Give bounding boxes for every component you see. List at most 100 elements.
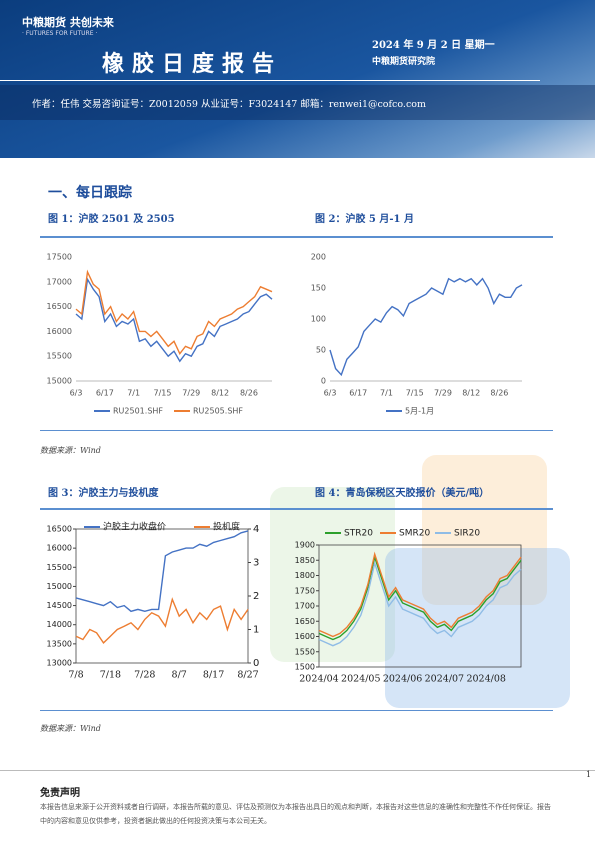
x-tick-label: 6/17: [96, 389, 114, 398]
x-tick-label: 8/26: [240, 389, 258, 398]
legend-label: 5月-1月: [405, 407, 434, 416]
series-line: [75, 269, 273, 356]
y-tick-label: 13000: [47, 659, 72, 668]
y-tick-label: 15500: [47, 563, 72, 572]
y2-tick-label: 3: [253, 558, 259, 569]
author: 作者：任伟 交易咨询证号：Z0012059 从业证号：F3024147 邮箱：r…: [32, 99, 426, 110]
deco-box: [422, 455, 547, 605]
x-tick-label: 7/8: [68, 670, 83, 681]
y-tick-label: 1900: [295, 541, 315, 550]
y2-tick-label: 4: [253, 524, 259, 535]
y-tick-label: 1550: [295, 647, 315, 656]
y-tick-label: 100: [311, 315, 326, 324]
series-line: [75, 277, 273, 363]
report-date: 2024 年 9 月 2 日 星期一: [372, 40, 495, 51]
x-tick-label: 2024/04: [299, 674, 338, 685]
y-tick-label: 14000: [47, 620, 72, 629]
deco-box: [270, 487, 395, 662]
y-tick-label: 1500: [295, 663, 315, 672]
rule: [40, 508, 553, 510]
figure-title: 图 1：沪胶 2501 及 2505: [48, 214, 175, 225]
x-tick-label: 7/18: [100, 670, 121, 681]
y-tick-label: 1600: [295, 632, 315, 641]
plot-frame: [318, 544, 522, 668]
x-tick-label: 6/3: [70, 389, 83, 398]
deco-box: [385, 548, 570, 708]
source: 数据来源：Wind: [40, 446, 101, 455]
chart: 15000 15500 16000 16500 17000 17500 6/3 6/17 7/1…: [47, 253, 273, 416]
brand: 中粮期货 共创未来: [22, 16, 114, 29]
y-tick-label: 1750: [295, 586, 315, 595]
footer-rule: [0, 770, 595, 771]
rule: [40, 236, 553, 238]
x-tick-label: 7/1: [127, 389, 140, 398]
series-line: [318, 554, 522, 641]
header-shade: [0, 85, 595, 120]
legend-label: SMR20: [399, 529, 430, 539]
x-tick-label: 7/15: [406, 389, 424, 398]
y-tick-label: 15000: [47, 582, 72, 591]
y-tick-label: 16500: [47, 302, 72, 311]
page-number: 1: [586, 770, 592, 779]
legend-label: SIR20: [454, 529, 480, 539]
x-tick-label: 2024/05: [341, 674, 380, 685]
report-title: 橡胶日度报告: [102, 51, 283, 77]
y2-tick-label: 1: [253, 625, 259, 636]
rule: [40, 430, 553, 431]
y-tick-label: 15500: [47, 352, 72, 361]
x-tick-label: 8/12: [462, 389, 480, 398]
y-tick-label: 17000: [47, 277, 72, 286]
x-tick-label: 2024/07: [425, 674, 464, 685]
x-tick-label: 7/29: [434, 389, 452, 398]
figure-title: 图 4：青岛保税区天胶报价（美元/吨）: [315, 488, 490, 499]
chart: 1500 1550 1600 1650 1700 1750 1800 1850 1900 2024…: [295, 529, 522, 685]
institute: 中粮期货研究院: [372, 57, 436, 67]
x-tick-label: 6/3: [324, 389, 337, 398]
figure-title: 图 3：沪胶主力与投机度: [48, 488, 159, 499]
x-tick-label: 8/26: [490, 389, 508, 398]
chart: 0 50 100 150 200 6/3 6/17 7/1 7/15 7/29 8/12 8/26 5月…: [311, 253, 523, 416]
legend-label: 投机度: [213, 521, 240, 533]
y-tick-label: 13500: [47, 639, 72, 648]
y-tick-label: 1650: [295, 617, 315, 626]
series-line: [75, 530, 249, 613]
source: 数据来源：Wind: [40, 724, 101, 733]
plot-frame: [75, 528, 249, 664]
slogan: · FUTURES FOR FUTURE ·: [22, 30, 98, 37]
x-tick-label: 8/7: [172, 670, 187, 681]
disclaimer-title: 免责声明: [40, 788, 80, 799]
y-tick-label: 150: [311, 284, 326, 293]
series-line: [75, 597, 249, 644]
y-tick-label: 1800: [295, 571, 315, 580]
x-tick-label: 6/17: [349, 389, 367, 398]
y-tick-label: 15000: [47, 377, 72, 386]
disclaimer-text: 本报告信息来源于公开资料或者自行调研，本报告所载的意见、评估及预测仅为本报告出具…: [40, 803, 551, 825]
legend-label: RU2501.SHF: [113, 407, 163, 416]
x-tick-label: 8/27: [237, 670, 258, 681]
x-tick-label: 7/29: [182, 389, 200, 398]
y-tick-label: 200: [311, 253, 326, 262]
x-tick-label: 8/17: [203, 670, 224, 681]
y-tick-label: 16000: [47, 327, 72, 336]
y-tick-label: 1850: [295, 556, 315, 565]
figure-title: 图 2：沪胶 5 月-1 月: [315, 214, 414, 225]
y-tick-label: 0: [321, 377, 326, 386]
header-band: [0, 0, 595, 158]
chart: 13000 13500 14000 14500 15000 15500 16000 16500…: [47, 521, 260, 681]
x-tick-label: 2024/08: [466, 674, 505, 685]
header-rule: [0, 80, 540, 81]
series-line: [318, 560, 522, 647]
y-tick-label: 17500: [47, 253, 72, 262]
legend-label: 沪胶主力收盘价: [103, 521, 166, 533]
x-tick-label: 7/1: [380, 389, 393, 398]
x-tick-label: 2024/06: [383, 674, 422, 685]
x-tick-label: 7/28: [134, 670, 155, 681]
series-line: [329, 277, 523, 377]
y-tick-label: 16000: [47, 544, 72, 553]
y-tick-label: 1700: [295, 602, 315, 611]
x-tick-label: 7/15: [153, 389, 171, 398]
y2-tick-label: 0: [253, 658, 259, 669]
y-tick-label: 50: [316, 346, 326, 355]
y2-tick-label: 2: [253, 591, 259, 602]
